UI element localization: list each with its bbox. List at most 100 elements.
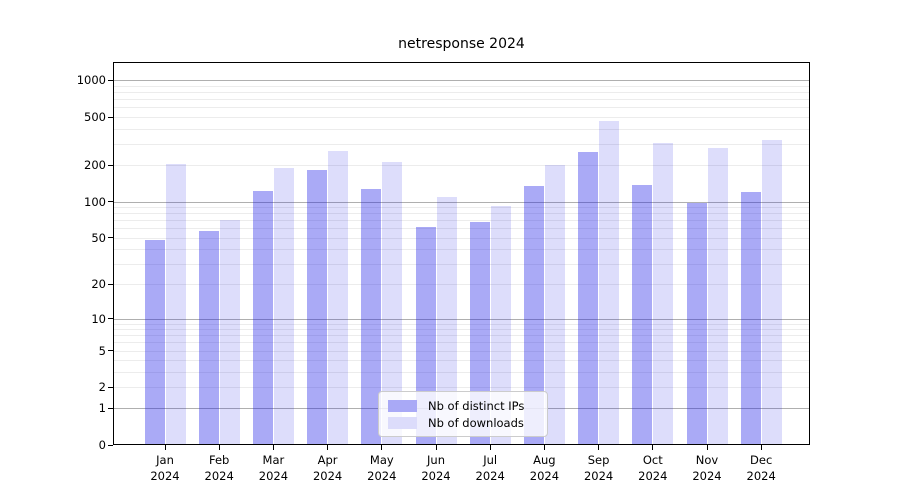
minor-gridline [113, 92, 810, 94]
x-axis-tick-mark [543, 445, 546, 450]
bar-nb-of-downloads-sep [599, 121, 620, 445]
minor-gridline [113, 263, 810, 265]
major-gridline [113, 80, 810, 82]
x-tick-year: 2024 [367, 469, 397, 483]
bar-nb-of-downloads-oct [653, 142, 674, 445]
x-axis-tick-label: Apr 2024 [296, 452, 360, 484]
x-tick-year: 2024 [475, 469, 505, 483]
minor-gridline [113, 117, 810, 118]
bar-nb-of-distinct-ips-oct [632, 185, 653, 445]
x-axis-tick-mark [327, 445, 329, 450]
minor-gridline [113, 387, 810, 388]
x-axis-tick-label: Jun 2024 [404, 452, 468, 484]
y-axis-tick-mark [108, 318, 113, 320]
x-tick-month: Feb [209, 453, 230, 467]
minor-gridline [113, 284, 810, 286]
legend-label-distinct-ips: Nb of distinct IPs [428, 398, 525, 413]
x-axis-tick-mark [652, 445, 654, 450]
x-axis-tick-label: Jan 2024 [133, 452, 197, 484]
y-axis-tick-mark [108, 164, 113, 166]
bar-nb-of-downloads-feb [219, 220, 240, 445]
x-axis-tick-mark [598, 445, 600, 450]
x-tick-year: 2024 [312, 469, 343, 483]
bar-nb-of-distinct-ips-nov [686, 202, 707, 445]
legend: Nb of distinct IPs Nb of downloads [378, 391, 548, 437]
minor-gridline [113, 342, 810, 344]
bar-nb-of-downloads-aug [544, 165, 565, 445]
x-tick-year: 2024 [421, 469, 451, 483]
bar-nb-of-distinct-ips-jun [415, 227, 436, 445]
y-axis-tick-mark [108, 237, 113, 239]
x-axis-tick-mark [218, 445, 220, 450]
bar-nb-of-downloads-may [382, 162, 403, 445]
minor-gridline [113, 220, 810, 222]
legend-swatch-downloads [388, 416, 417, 429]
y-axis-tick-mark [108, 407, 113, 410]
y-axis-tick-mark [108, 386, 113, 388]
minor-gridline [113, 107, 810, 109]
bar-nb-of-distinct-ips-jan [144, 239, 165, 445]
x-axis-tick-mark [706, 445, 708, 450]
x-tick-month: Mar [262, 453, 285, 467]
legend-swatch-distinct-ips [388, 399, 417, 412]
y-axis-tick-label: 2 [98, 380, 106, 394]
x-tick-year: 2024 [692, 469, 722, 483]
bar-nb-of-downloads-jul [490, 205, 511, 445]
bar-nb-of-distinct-ips-sep [578, 152, 599, 445]
x-tick-year: 2024 [204, 469, 234, 483]
minor-gridline [113, 228, 810, 230]
x-axis-tick-mark [272, 445, 275, 450]
major-gridline [113, 318, 810, 320]
minor-gridline [113, 143, 810, 145]
bar-nb-of-distinct-ips-jul [469, 221, 490, 445]
minor-gridline [113, 371, 810, 373]
bar-nb-of-downloads-jun [436, 196, 457, 445]
minor-gridline [113, 360, 810, 362]
y-axis-tick-mark [108, 79, 113, 82]
x-axis-tick-label: May 2024 [350, 452, 414, 484]
x-tick-month: Oct [642, 453, 663, 467]
x-axis-tick-label: Mar 2024 [241, 452, 305, 484]
x-axis-tick-mark [760, 445, 762, 450]
minor-gridline [113, 165, 810, 167]
bar-nb-of-distinct-ips-aug [523, 186, 544, 445]
x-axis-tick-mark [489, 445, 491, 450]
minor-gridline [113, 86, 810, 87]
minor-gridline [113, 249, 810, 250]
x-tick-year: 2024 [638, 469, 668, 483]
x-axis-tick-label: Oct 2024 [621, 452, 685, 484]
bar-nb-of-distinct-ips-may [361, 188, 382, 445]
x-axis-tick-mark [164, 445, 166, 450]
minor-gridline [113, 207, 810, 208]
minor-gridline [113, 213, 810, 215]
x-tick-year: 2024 [746, 469, 776, 483]
y-axis-tick-label: 100 [84, 194, 106, 209]
bar-nb-of-downloads-jan [165, 164, 186, 445]
y-axis-tick-label: 500 [84, 110, 106, 124]
minor-gridline [113, 99, 810, 101]
x-tick-year: 2024 [150, 469, 180, 483]
x-tick-month: Nov [695, 453, 719, 467]
y-axis-tick-label: 1000 [76, 73, 106, 88]
y-axis-tick-label: 0 [98, 438, 106, 452]
bar-nb-of-distinct-ips-feb [198, 230, 219, 445]
x-tick-month: Apr [317, 453, 338, 467]
y-axis-tick-label: 10 [91, 311, 106, 326]
y-axis-tick-label: 200 [84, 158, 106, 173]
minor-gridline [113, 350, 810, 352]
y-axis-tick-mark [108, 201, 113, 203]
y-axis-tick-label: 50 [91, 230, 106, 245]
y-axis-tick-label: 5 [98, 343, 106, 358]
legend-item-downloads: Nb of downloads [388, 414, 538, 431]
bar-nb-of-downloads-nov [707, 148, 728, 445]
x-tick-month: Aug [533, 453, 556, 467]
x-axis-tick-mark [381, 445, 383, 450]
x-tick-month: Sep [587, 453, 610, 467]
x-axis-tick-label: Feb 2024 [187, 452, 251, 484]
bar-nb-of-downloads-dec [761, 140, 782, 445]
chart-title: netresponse 2024 [398, 36, 525, 52]
plot-area [113, 62, 810, 445]
minor-gridline [113, 237, 810, 239]
y-axis-tick-mark [108, 350, 113, 352]
bar-nb-of-downloads-mar [273, 167, 294, 445]
